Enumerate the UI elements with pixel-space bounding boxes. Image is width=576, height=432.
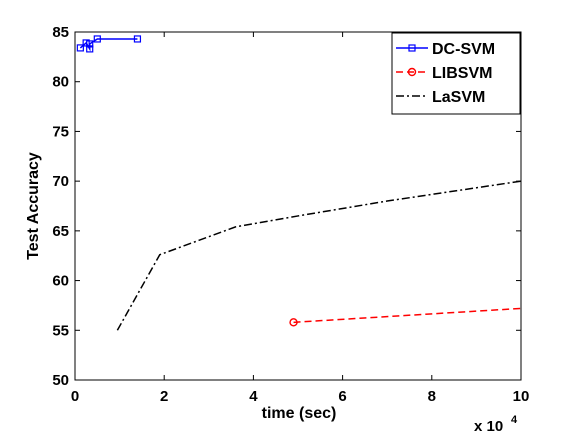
y-tick-label: 60 (52, 273, 69, 290)
x-tick-label: 6 (338, 388, 346, 405)
legend-box (391, 32, 521, 115)
data-point (86, 40, 94, 48)
series-dc-svm (76, 35, 142, 53)
data-point (133, 35, 142, 43)
data-point (407, 67, 417, 77)
data-point (86, 45, 94, 53)
series-libsvm (289, 307, 522, 327)
series-layer (76, 35, 522, 331)
x-tick-label: 0 (71, 388, 79, 405)
x-tick-label: 4 (249, 388, 258, 405)
data-point (76, 44, 84, 52)
data-point (93, 35, 101, 43)
x-tick-label: 10 (513, 388, 530, 405)
y-tick-label: 55 (52, 322, 69, 339)
series-line (293, 307, 522, 324)
data-point (408, 44, 416, 52)
x-exponent-label: x 10 (474, 418, 503, 432)
x-axis-label: time (sec) (262, 405, 337, 422)
y-tick-label: 70 (52, 173, 69, 190)
y-tick-label: 80 (52, 74, 69, 91)
series-line (116, 180, 522, 331)
data-point (289, 318, 298, 327)
y-axis-label: Test Accuracy (25, 152, 42, 260)
legend-label: DC-SVM (432, 41, 495, 58)
y-tick-label: 85 (52, 24, 69, 41)
legend-label: LIBSVM (432, 65, 492, 82)
y-tick-label: 50 (52, 372, 69, 389)
legend-label: LaSVM (432, 89, 485, 106)
x-tick-label: 2 (160, 388, 168, 405)
y-tick-label: 75 (52, 123, 69, 140)
y-tick-label: 65 (52, 223, 69, 240)
series-lasvm (116, 180, 522, 331)
axis-ticks: 0 2 4 6 8 10 50 55 60 65 70 75 80 85 (52, 24, 529, 405)
x-exponent-power: 4 (511, 414, 518, 426)
legend: DC-SVM LIBSVM LaSVM (391, 32, 521, 115)
x-tick-label: 8 (428, 388, 436, 405)
